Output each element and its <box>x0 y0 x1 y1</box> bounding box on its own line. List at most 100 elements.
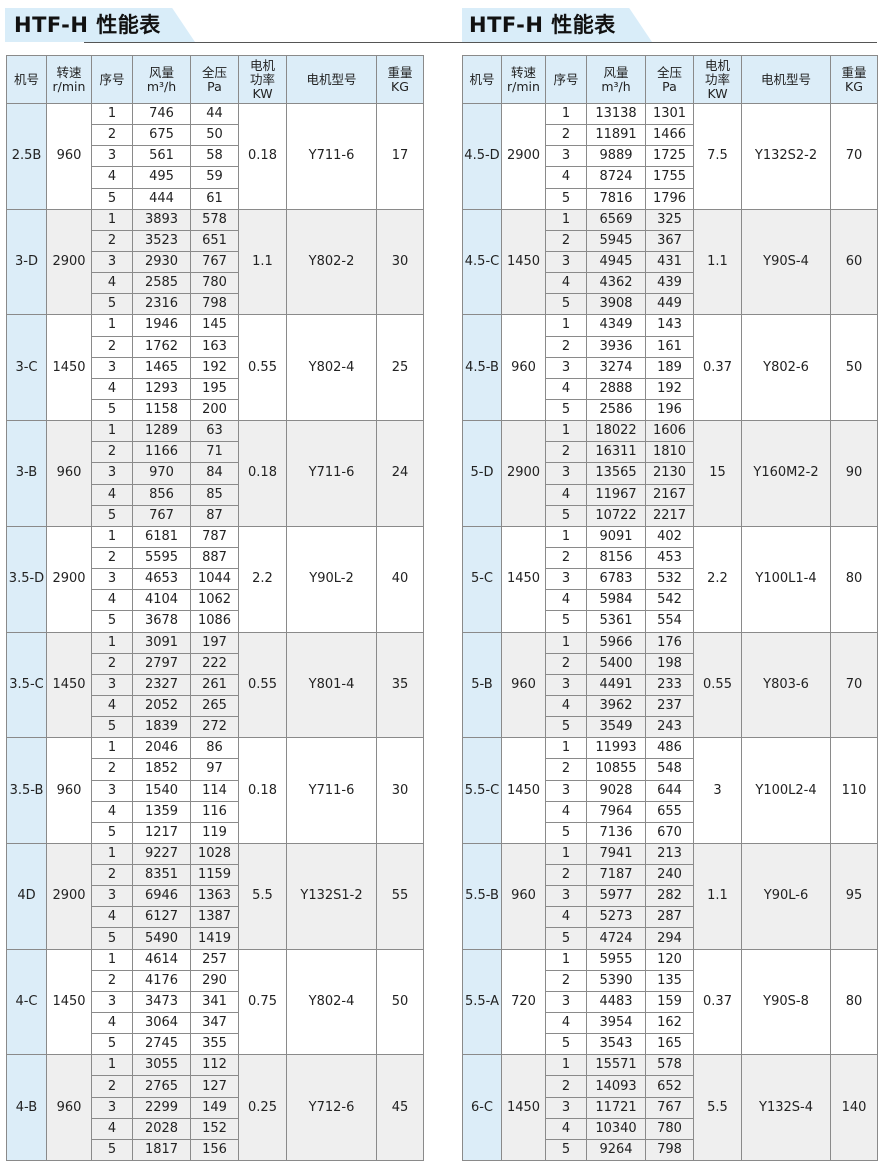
cell-index: 5 <box>91 927 133 950</box>
cell-power: 3 <box>693 737 742 844</box>
table-row: 3.5-D 2900 1 6181 787 2.2 Y90L-2 40 <box>6 525 424 633</box>
cell-index: 5 <box>545 821 587 844</box>
table-row: 3 4483 159 <box>463 990 878 1014</box>
cell-pressure: 243 <box>645 716 694 739</box>
cell-airflow: 1465 <box>132 356 191 379</box>
cell-airflow: 3091 <box>132 631 191 654</box>
cell-motor: Y100L2-4 <box>741 737 831 844</box>
cell-airflow: 2046 <box>132 737 191 760</box>
table-row: 3.5-C 1450 1 3091 197 0.55 Y801-4 35 <box>6 631 424 739</box>
cell-pressure: 548 <box>645 758 694 781</box>
cell-power: 0.25 <box>238 1054 287 1162</box>
cell-pressure: 196 <box>645 398 694 422</box>
cell-speed: 960 <box>46 737 92 844</box>
table-row: 2 1762 163 <box>7 335 424 358</box>
table-row: 4 10340 780 <box>463 1117 878 1140</box>
cell-motor: Y801-4 <box>286 631 377 739</box>
cell-pressure: 85 <box>190 483 239 506</box>
cell-pressure: 87 <box>190 504 239 527</box>
cell-pressure: 798 <box>190 293 239 316</box>
cell-motor: Y711-6 <box>286 737 377 844</box>
cell-index: 4 <box>545 377 587 400</box>
header-row: 机号 转速 r/min 序号 风量 m³/h 全压 Pa 电机 功率 KW 电机型号 重量 KG <box>462 55 878 104</box>
cell-pressure: 213 <box>645 842 694 866</box>
cell-index: 5 <box>545 293 587 316</box>
cell-pressure: 325 <box>645 208 694 231</box>
cell-airflow: 1852 <box>132 758 191 781</box>
cell-motor: Y160M2-2 <box>741 420 831 527</box>
cell-speed: 1450 <box>501 1054 546 1162</box>
cell-pressure: 767 <box>190 250 239 274</box>
cell-airflow: 9889 <box>586 145 646 168</box>
table-row: 2 7187 240 <box>463 864 878 887</box>
table-row: 4 2888 192 <box>463 377 878 400</box>
table-row: 5-B 960 1 5966 176 0.55 Y803-6 70 <box>462 631 878 739</box>
table-row: 4 1359 116 <box>7 800 424 823</box>
cell-motor: Y90L-6 <box>741 842 831 950</box>
cell-speed: 2900 <box>46 208 92 316</box>
cell-index: 3 <box>91 356 133 379</box>
cell-index: 1 <box>91 208 133 231</box>
cell-index: 4 <box>91 906 133 929</box>
cell-pressure: 152 <box>190 1117 239 1140</box>
cell-speed: 2900 <box>46 842 92 950</box>
cell-airflow: 2888 <box>586 377 646 400</box>
cell-pressure: 644 <box>645 779 694 802</box>
cell-index: 1 <box>91 314 133 337</box>
cell-pressure: 272 <box>190 716 239 739</box>
cell-pressure: 355 <box>190 1033 239 1056</box>
cell-model: 3-B <box>6 420 47 527</box>
cell-motor: Y711-6 <box>286 103 377 210</box>
cell-airflow: 856 <box>132 483 191 506</box>
cell-index: 5 <box>545 504 587 527</box>
cell-airflow: 3893 <box>132 208 191 231</box>
cell-index: 3 <box>91 568 133 591</box>
cell-airflow: 5945 <box>586 229 646 252</box>
cell-index: 3 <box>91 462 133 485</box>
cell-airflow: 4724 <box>586 927 646 950</box>
table-row: 4.5-C 1450 1 6569 325 1.1 Y90S-4 60 <box>462 208 878 316</box>
table-row: 2 8156 453 <box>463 546 878 570</box>
table-row: 5 3549 243 <box>463 716 878 739</box>
cell-pressure: 780 <box>645 1117 694 1140</box>
cell-airflow: 1217 <box>132 821 191 844</box>
cell-index: 3 <box>91 250 133 274</box>
cell-weight: 70 <box>830 103 878 210</box>
cell-index: 1 <box>545 631 587 654</box>
cell-pressure: 1606 <box>645 420 694 443</box>
table-row: 4 6127 1387 <box>7 906 424 929</box>
cell-motor: Y802-4 <box>286 948 377 1056</box>
header-model: 机号 <box>462 55 502 104</box>
cell-index: 1 <box>91 737 133 760</box>
header-weight: 重量 KG <box>830 55 878 104</box>
cell-airflow: 3678 <box>132 610 191 633</box>
cell-model: 5-B <box>462 631 502 739</box>
cell-speed: 2900 <box>46 525 92 633</box>
table-row: 3 561 58 <box>7 145 424 168</box>
cell-speed: 1450 <box>46 631 92 739</box>
cell-weight: 30 <box>376 208 424 316</box>
table-row: 3-C 1450 1 1946 145 0.55 Y802-4 25 <box>6 314 424 422</box>
table-row: 2 5390 135 <box>463 969 878 992</box>
header-pressure: 全压 Pa <box>190 55 239 104</box>
table-row: 2 3936 161 <box>463 335 878 358</box>
cell-weight: 35 <box>376 631 424 739</box>
cell-airflow: 13138 <box>586 102 646 126</box>
cell-index: 2 <box>91 864 133 887</box>
cell-index: 5 <box>91 610 133 633</box>
cell-pressure: 197 <box>190 631 239 654</box>
cell-index: 5 <box>545 187 587 210</box>
cell-weight: 40 <box>376 525 424 633</box>
table-row: 5 1158 200 <box>7 398 424 422</box>
cell-index: 1 <box>545 842 587 866</box>
cell-weight: 140 <box>830 1054 878 1162</box>
table-row: 5.5-A 720 1 5955 120 0.37 Y90S-8 80 <box>462 948 878 1056</box>
table-row: 5 1217 119 <box>7 821 424 844</box>
cell-index: 4 <box>91 483 133 506</box>
cell-airflow: 3908 <box>586 293 646 316</box>
cell-airflow: 16311 <box>586 441 646 464</box>
cell-index: 5 <box>545 398 587 422</box>
cell-pressure: 1028 <box>190 842 239 866</box>
cell-index: 4 <box>545 589 587 612</box>
table-row: 5 7136 670 <box>463 821 878 844</box>
